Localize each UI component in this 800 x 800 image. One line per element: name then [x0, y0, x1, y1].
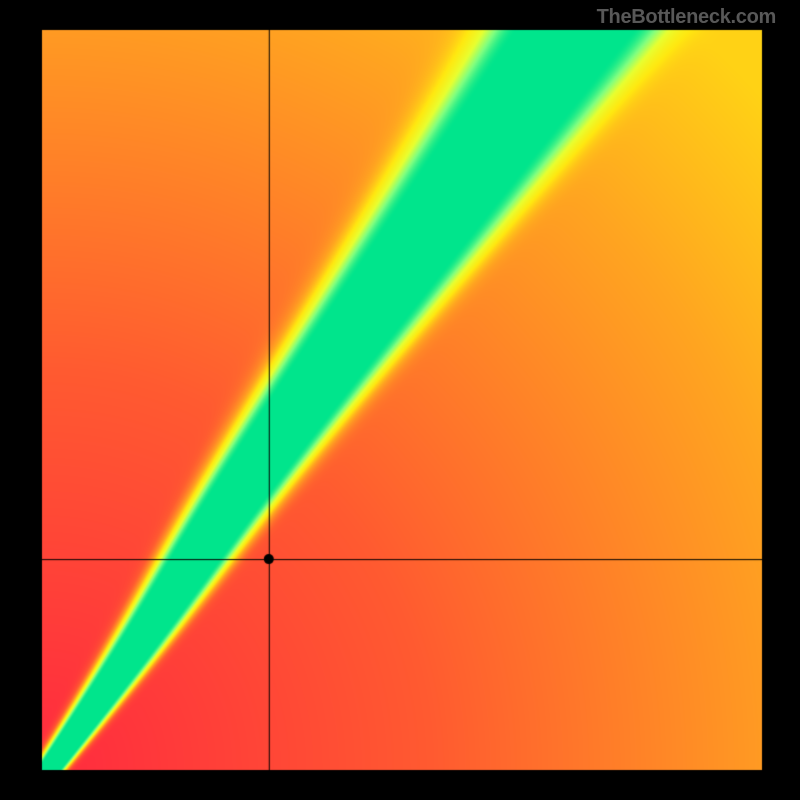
- watermark-text: TheBottleneck.com: [597, 6, 776, 29]
- bottleneck-heatmap: [0, 0, 800, 800]
- chart-container: { "watermark": { "text": "TheBottleneck.…: [0, 0, 800, 800]
